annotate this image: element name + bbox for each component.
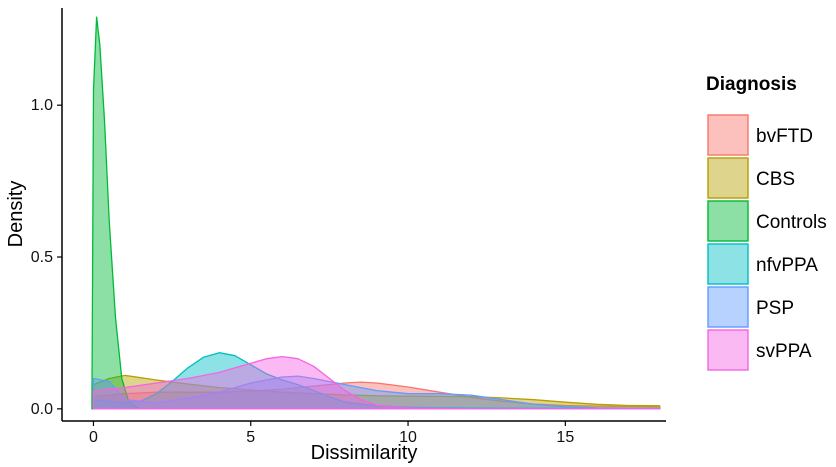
legend-key-cbs: [707, 157, 749, 199]
x-tick-label: 5: [246, 429, 255, 446]
legend: Diagnosis bvFTD CBS Controls nfvPPA PSP svPPA: [706, 74, 827, 371]
legend-title: Diagnosis: [706, 74, 797, 95]
plot-area: [91, 16, 661, 410]
legend-key-psp: [707, 286, 749, 328]
x-tick-label: 10: [399, 429, 417, 446]
legend-label-nfvppa: nfvPPA: [756, 255, 818, 276]
density-area-cbs: [92, 374, 661, 410]
y-axis-ticks: 0.0 0.5 1.0: [31, 97, 62, 418]
density-area-psp: [92, 375, 661, 410]
y-tick-label: 1.0: [31, 97, 53, 114]
legend-key-nfvppa: [707, 243, 749, 285]
x-tick-label: 0: [89, 429, 98, 446]
legend-key-svppa: [707, 329, 749, 371]
legend-key-bvftd: [707, 114, 749, 156]
legend-label-controls: Controls: [756, 212, 827, 233]
legend-label-psp: PSP: [756, 298, 794, 319]
x-axis-ticks: 0 5 10 15: [89, 421, 574, 446]
legend-key-controls: [707, 200, 749, 242]
legend-label-bvftd: bvFTD: [756, 126, 813, 147]
x-axis-title: Dissimilarity: [311, 442, 418, 464]
legend-label-cbs: CBS: [756, 169, 795, 190]
y-tick-label: 0.0: [31, 401, 53, 418]
x-tick-label: 15: [556, 429, 574, 446]
y-axis-title: Density: [5, 181, 27, 248]
y-tick-label: 0.5: [31, 249, 53, 266]
density-area-svppa: [92, 355, 661, 410]
density-area-controls: [91, 16, 661, 410]
legend-label-svppa: svPPA: [756, 341, 812, 362]
